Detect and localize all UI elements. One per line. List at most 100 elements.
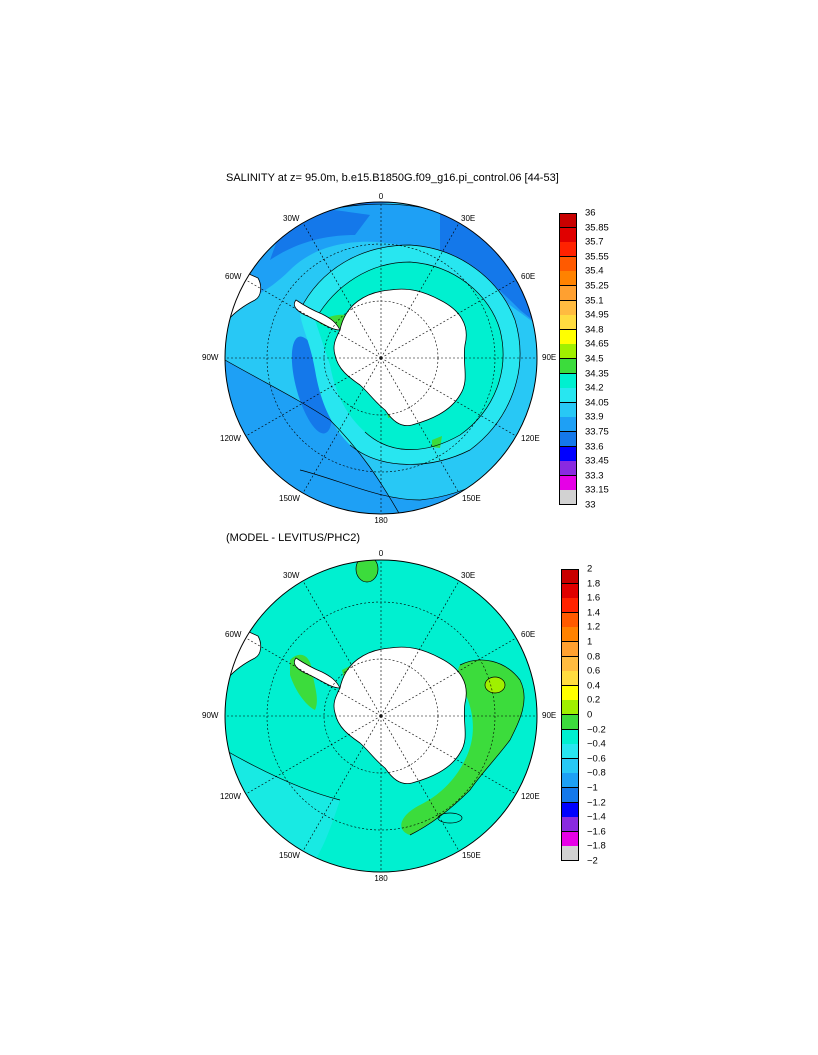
colorbar-swatch xyxy=(561,598,579,614)
colorbar-tick-label: 33.15 xyxy=(585,484,609,496)
lon-label-180: 180 xyxy=(374,874,388,883)
colorbar-swatch xyxy=(561,729,579,745)
colorbar-swatch xyxy=(559,344,577,360)
colorbar-tick-label: −0.4 xyxy=(587,738,606,750)
colorbar-swatch xyxy=(561,758,579,774)
colorbar-swatch xyxy=(559,446,577,462)
lon-label-120e: 120E xyxy=(521,792,540,801)
colorbar-tick-label: −1 xyxy=(587,782,598,794)
plot2-title: (MODEL - LEVITUS/PHC2) xyxy=(226,532,361,544)
colorbar-tick-label: 34.65 xyxy=(585,338,609,350)
colorbar-swatch xyxy=(559,329,577,345)
colorbar-tick-label: 35.1 xyxy=(585,295,604,307)
colorbar-swatch xyxy=(559,432,577,448)
colorbar-tick-label: 34.05 xyxy=(585,397,609,409)
lon-label-0: 0 xyxy=(378,192,384,201)
colorbar-tick-label: 35.25 xyxy=(585,280,609,292)
colorbar-swatch xyxy=(561,583,579,599)
colorbar-swatch xyxy=(561,656,579,672)
colorbar-tick-label: 1 xyxy=(587,636,593,648)
colorbar-tick-label: 36 xyxy=(585,207,596,219)
colorbar-tick-label: 0.8 xyxy=(587,651,601,663)
colorbar-tick-label: 0 xyxy=(587,709,593,721)
colorbar-swatch xyxy=(559,227,577,243)
colorbar-tick-label: −1.2 xyxy=(587,797,606,809)
colorbar-swatch xyxy=(559,475,577,491)
colorbar-tick-label: 33 xyxy=(585,499,596,511)
colorbar-tick-label: 33.75 xyxy=(585,426,609,438)
lon-label-120w: 120W xyxy=(220,434,241,443)
colorbar-swatch xyxy=(559,417,577,433)
colorbar-tick-label: 33.3 xyxy=(585,470,604,482)
colorbar-tick-label: 0.2 xyxy=(587,694,601,706)
colorbar-swatch xyxy=(559,271,577,287)
colorbar-tick-label: 34.5 xyxy=(585,353,604,365)
colorbar-swatch xyxy=(559,256,577,272)
colorbar-tick-label: −1.8 xyxy=(587,840,606,852)
colorbar-swatch xyxy=(561,788,579,804)
colorbar-swatch xyxy=(559,388,577,404)
lon-label-60e: 60E xyxy=(521,630,536,639)
lon-label-180: 180 xyxy=(374,516,388,525)
lon-label-150w: 150W xyxy=(279,494,300,503)
colorbar-tick-label: 34.95 xyxy=(585,309,609,321)
colorbar-swatch xyxy=(561,685,579,701)
colorbar-swatch xyxy=(559,286,577,302)
colorbar-swatch xyxy=(559,315,577,331)
colorbar-swatch xyxy=(559,300,577,316)
colorbar-swatch xyxy=(561,569,579,585)
colorbar-swatch xyxy=(561,700,579,716)
colorbar-tick-label: −0.2 xyxy=(587,724,606,736)
lon-label-60w: 60W xyxy=(225,272,242,281)
colorbar-swatch xyxy=(561,612,579,628)
colorbar-tick-label: 1.6 xyxy=(587,592,601,604)
colorbar-swatch xyxy=(559,213,577,229)
colorbar-tick-label: −0.8 xyxy=(587,767,606,779)
lon-label-150w: 150W xyxy=(279,851,300,860)
lon-label-30w: 30W xyxy=(283,214,300,223)
colorbar-tick-label: 2 xyxy=(587,563,593,575)
lon-label-0: 0 xyxy=(378,549,384,558)
colorbar-swatch xyxy=(559,373,577,389)
colorbar-tick-label: 34.8 xyxy=(585,324,604,336)
colorbar-tick-label: 33.9 xyxy=(585,411,604,423)
lon-label-90e: 90E xyxy=(542,353,557,362)
colorbar-tick-label: 1.4 xyxy=(587,607,601,619)
colorbar-tick-label: −2 xyxy=(587,855,598,867)
colorbar-swatch xyxy=(561,642,579,658)
colorbar-tick-label: −1.6 xyxy=(587,826,606,838)
colorbar-swatch xyxy=(561,817,579,833)
colorbar-tick-label: 35.85 xyxy=(585,222,609,234)
colorbar-tick-label: −1.4 xyxy=(587,811,606,823)
lon-label-120w: 120W xyxy=(220,792,241,801)
colorbar-salinity: 36 35.85 35.7 35.55 35.4 35.25 35.1 34.95 34.8 34… xyxy=(559,208,609,511)
colorbar-tick-label: 0.6 xyxy=(587,665,601,677)
lon-label-150e: 150E xyxy=(462,494,481,503)
colorbar-tick-label: 1.8 xyxy=(587,578,601,590)
colorbar-swatch xyxy=(561,802,579,818)
colorbar-tick-label: −0.6 xyxy=(587,753,606,765)
lon-label-120e: 120E xyxy=(521,434,540,443)
colorbar-swatch xyxy=(559,242,577,258)
colorbar-tick-label: 1.2 xyxy=(587,621,601,633)
lon-label-60w: 60W xyxy=(225,630,242,639)
lon-label-90e: 90E xyxy=(542,711,557,720)
lon-label-150e: 150E xyxy=(462,851,481,860)
colorbar-swatch xyxy=(559,402,577,418)
lon-label-30e: 30E xyxy=(461,214,476,223)
colorbar-tick-label: 35.55 xyxy=(585,251,609,263)
lon-label-30e: 30E xyxy=(461,571,476,580)
colorbar-swatch xyxy=(561,627,579,643)
colorbar-difference: 2 1.8 1.6 1.4 1.2 1 0.8 0.6 0.4 0.2 0 −0.2 −0.4 −0.6 −… xyxy=(561,564,606,867)
colorbar-swatch xyxy=(559,461,577,477)
colorbar-swatch xyxy=(561,715,579,731)
lon-label-90w: 90W xyxy=(202,353,219,362)
colorbar-tick-label: 35.7 xyxy=(585,236,604,248)
colorbar-swatch xyxy=(559,359,577,375)
colorbar-tick-label: 34.35 xyxy=(585,368,609,380)
colorbar-tick-label: 35.4 xyxy=(585,265,604,277)
colorbar-tick-label: 0.4 xyxy=(587,680,601,692)
colorbar-tick-label: 33.45 xyxy=(585,455,609,467)
colorbar-swatch xyxy=(561,773,579,789)
